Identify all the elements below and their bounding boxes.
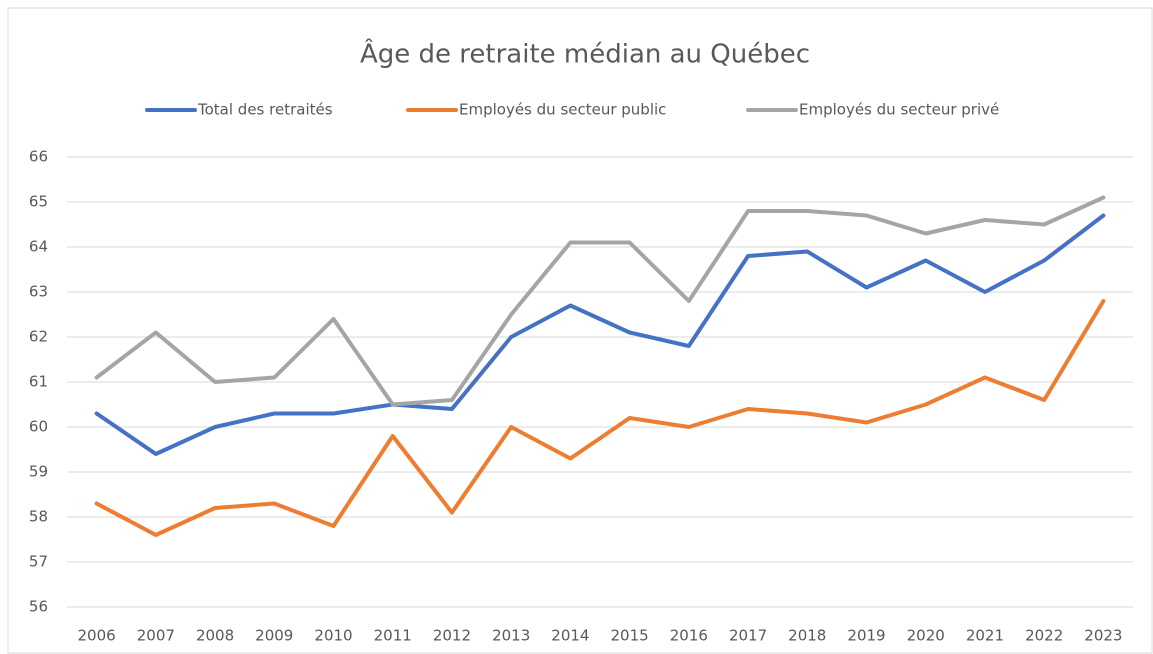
y-tick-label: 62 xyxy=(29,328,48,346)
y-tick-label: 58 xyxy=(29,508,48,526)
y-tick-label: 57 xyxy=(29,553,48,571)
x-tick-label: 2013 xyxy=(492,627,530,645)
x-tick-label: 2012 xyxy=(433,627,471,645)
y-tick-label: 59 xyxy=(29,463,48,481)
x-tick-label: 2008 xyxy=(196,627,234,645)
y-tick-label: 56 xyxy=(29,598,48,616)
x-tick-label: 2021 xyxy=(966,627,1004,645)
y-tick-label: 60 xyxy=(29,418,48,436)
y-tick-label: 65 xyxy=(29,193,48,211)
x-tick-label: 2019 xyxy=(847,627,885,645)
legend-label: Employés du secteur public xyxy=(459,101,666,119)
legend-label: Total des retraités xyxy=(197,101,333,119)
x-tick-label: 2020 xyxy=(907,627,945,645)
x-tick-label: 2007 xyxy=(137,627,175,645)
y-tick-label: 61 xyxy=(29,373,48,391)
chart-title: Âge de retraite médian au Québec xyxy=(360,38,810,70)
x-tick-label: 2014 xyxy=(551,627,589,645)
legend-label: Employés du secteur privé xyxy=(799,101,999,119)
x-tick-label: 2017 xyxy=(729,627,767,645)
x-tick-label: 2015 xyxy=(611,627,649,645)
series-line xyxy=(94,213,1106,456)
x-tick-label: 2009 xyxy=(255,627,293,645)
x-tick-label: 2018 xyxy=(788,627,826,645)
x-tick-label: 2011 xyxy=(374,627,412,645)
y-tick-label: 63 xyxy=(29,283,48,301)
series-line xyxy=(94,299,1106,537)
chart-border xyxy=(7,7,1153,654)
series-line xyxy=(94,195,1106,407)
x-tick-label: 2022 xyxy=(1025,627,1063,645)
x-tick-label: 2016 xyxy=(670,627,708,645)
y-tick-label: 66 xyxy=(29,148,48,166)
x-tick-label: 2006 xyxy=(78,627,116,645)
y-tick-label: 64 xyxy=(29,238,48,256)
x-tick-label: 2023 xyxy=(1084,627,1122,645)
x-tick-label: 2010 xyxy=(314,627,352,645)
